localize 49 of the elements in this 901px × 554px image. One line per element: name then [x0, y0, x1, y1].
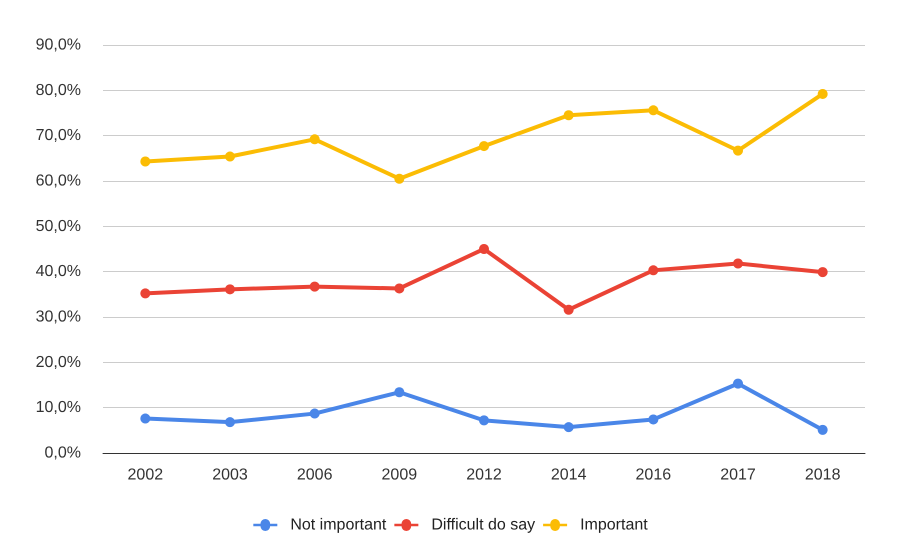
point: [733, 258, 743, 269]
point: [225, 152, 235, 162]
x-tick-label: 2014: [550, 466, 587, 484]
point: [394, 174, 404, 184]
x-tick-label: 2016: [636, 466, 672, 484]
x-tick-label: 2003: [212, 466, 248, 484]
y-tick-label: 10,0%: [36, 399, 81, 416]
point: [394, 387, 404, 398]
legend-label: Not important: [290, 516, 387, 534]
point: [648, 105, 658, 116]
legend-label: Difficult do say: [431, 516, 536, 534]
point: [310, 282, 320, 292]
point: [310, 134, 320, 144]
y-tick-label: 60,0%: [36, 172, 81, 190]
x-tick-label: 2012: [466, 466, 502, 484]
y-tick-label: 50,0%: [36, 218, 81, 235]
y-tick-label: 0,0%: [44, 444, 81, 462]
point: [479, 141, 489, 152]
x-tick-label: 2018: [804, 466, 841, 484]
point: [818, 424, 828, 435]
point: [140, 156, 150, 167]
point: [564, 110, 574, 120]
x-tick-label: 2017: [720, 466, 756, 484]
y-tick-label: 40,0%: [36, 263, 81, 280]
point: [310, 408, 320, 419]
point: [225, 284, 235, 294]
y-tick-label: 90,0%: [36, 36, 81, 54]
point: [818, 88, 828, 99]
point: [479, 415, 489, 426]
point: [648, 414, 658, 424]
y-tick-label: 20,0%: [36, 354, 81, 371]
y-tick-label: 30,0%: [36, 308, 81, 326]
point: [648, 265, 658, 276]
point: [564, 304, 574, 315]
x-tick-label: 2009: [382, 466, 418, 484]
x-tick-label: 2002: [128, 466, 164, 484]
y-tick-label: 70,0%: [36, 127, 81, 144]
legend-label: Important: [580, 516, 648, 534]
point: [479, 244, 489, 254]
point: [564, 422, 574, 432]
point: [394, 283, 404, 294]
point: [140, 414, 150, 424]
point: [733, 146, 743, 156]
y-tick-label: 80,0%: [36, 82, 81, 99]
point: [225, 417, 235, 428]
point: [818, 267, 828, 278]
x-tick-label: 2006: [296, 466, 333, 484]
point: [140, 288, 150, 298]
point: [733, 378, 743, 389]
